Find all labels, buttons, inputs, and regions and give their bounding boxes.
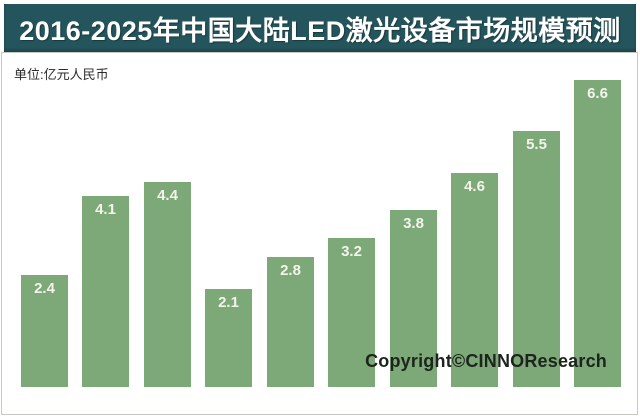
copyright-text: Copyright©CINNOResearch (365, 351, 607, 371)
bar-value-label: 4.6 (464, 178, 485, 195)
bar: 3.8 (390, 210, 437, 387)
bar-value-label: 5.5 (526, 136, 547, 153)
bar-value-label: 2.8 (280, 262, 301, 279)
bar: 5.5 (513, 131, 560, 387)
bar-value-label: 2.4 (34, 280, 55, 297)
bar: 4.1 (82, 196, 129, 387)
bar: 6.6 (574, 80, 621, 387)
unit-label: 单位:亿元人民币 (14, 67, 109, 82)
bar: 2.4 (21, 275, 68, 387)
bar-value-label: 3.2 (341, 243, 362, 260)
bar: 2.1 (205, 289, 252, 387)
bar: 4.4 (144, 182, 191, 387)
bar-value-label: 4.1 (95, 201, 116, 218)
bar-value-label: 6.6 (587, 85, 608, 102)
bar: 2.8 (267, 257, 314, 387)
page-title: 2016-2025年中国大陆LED激光设备市场规模预测 (19, 15, 621, 46)
bar-value-label: 2.1 (218, 294, 239, 311)
bar: 3.2 (328, 238, 375, 387)
bar-value-label: 3.8 (403, 215, 424, 232)
bar-value-label: 4.4 (157, 187, 178, 204)
bar-chart: 2.416'4.117'4.418'2.119'2.820'3.221'(F)3… (0, 52, 640, 415)
title-bar: 2016-2025年中国大陆LED激光设备市场规模预测 (4, 4, 636, 52)
bar: 4.6 (451, 173, 498, 387)
